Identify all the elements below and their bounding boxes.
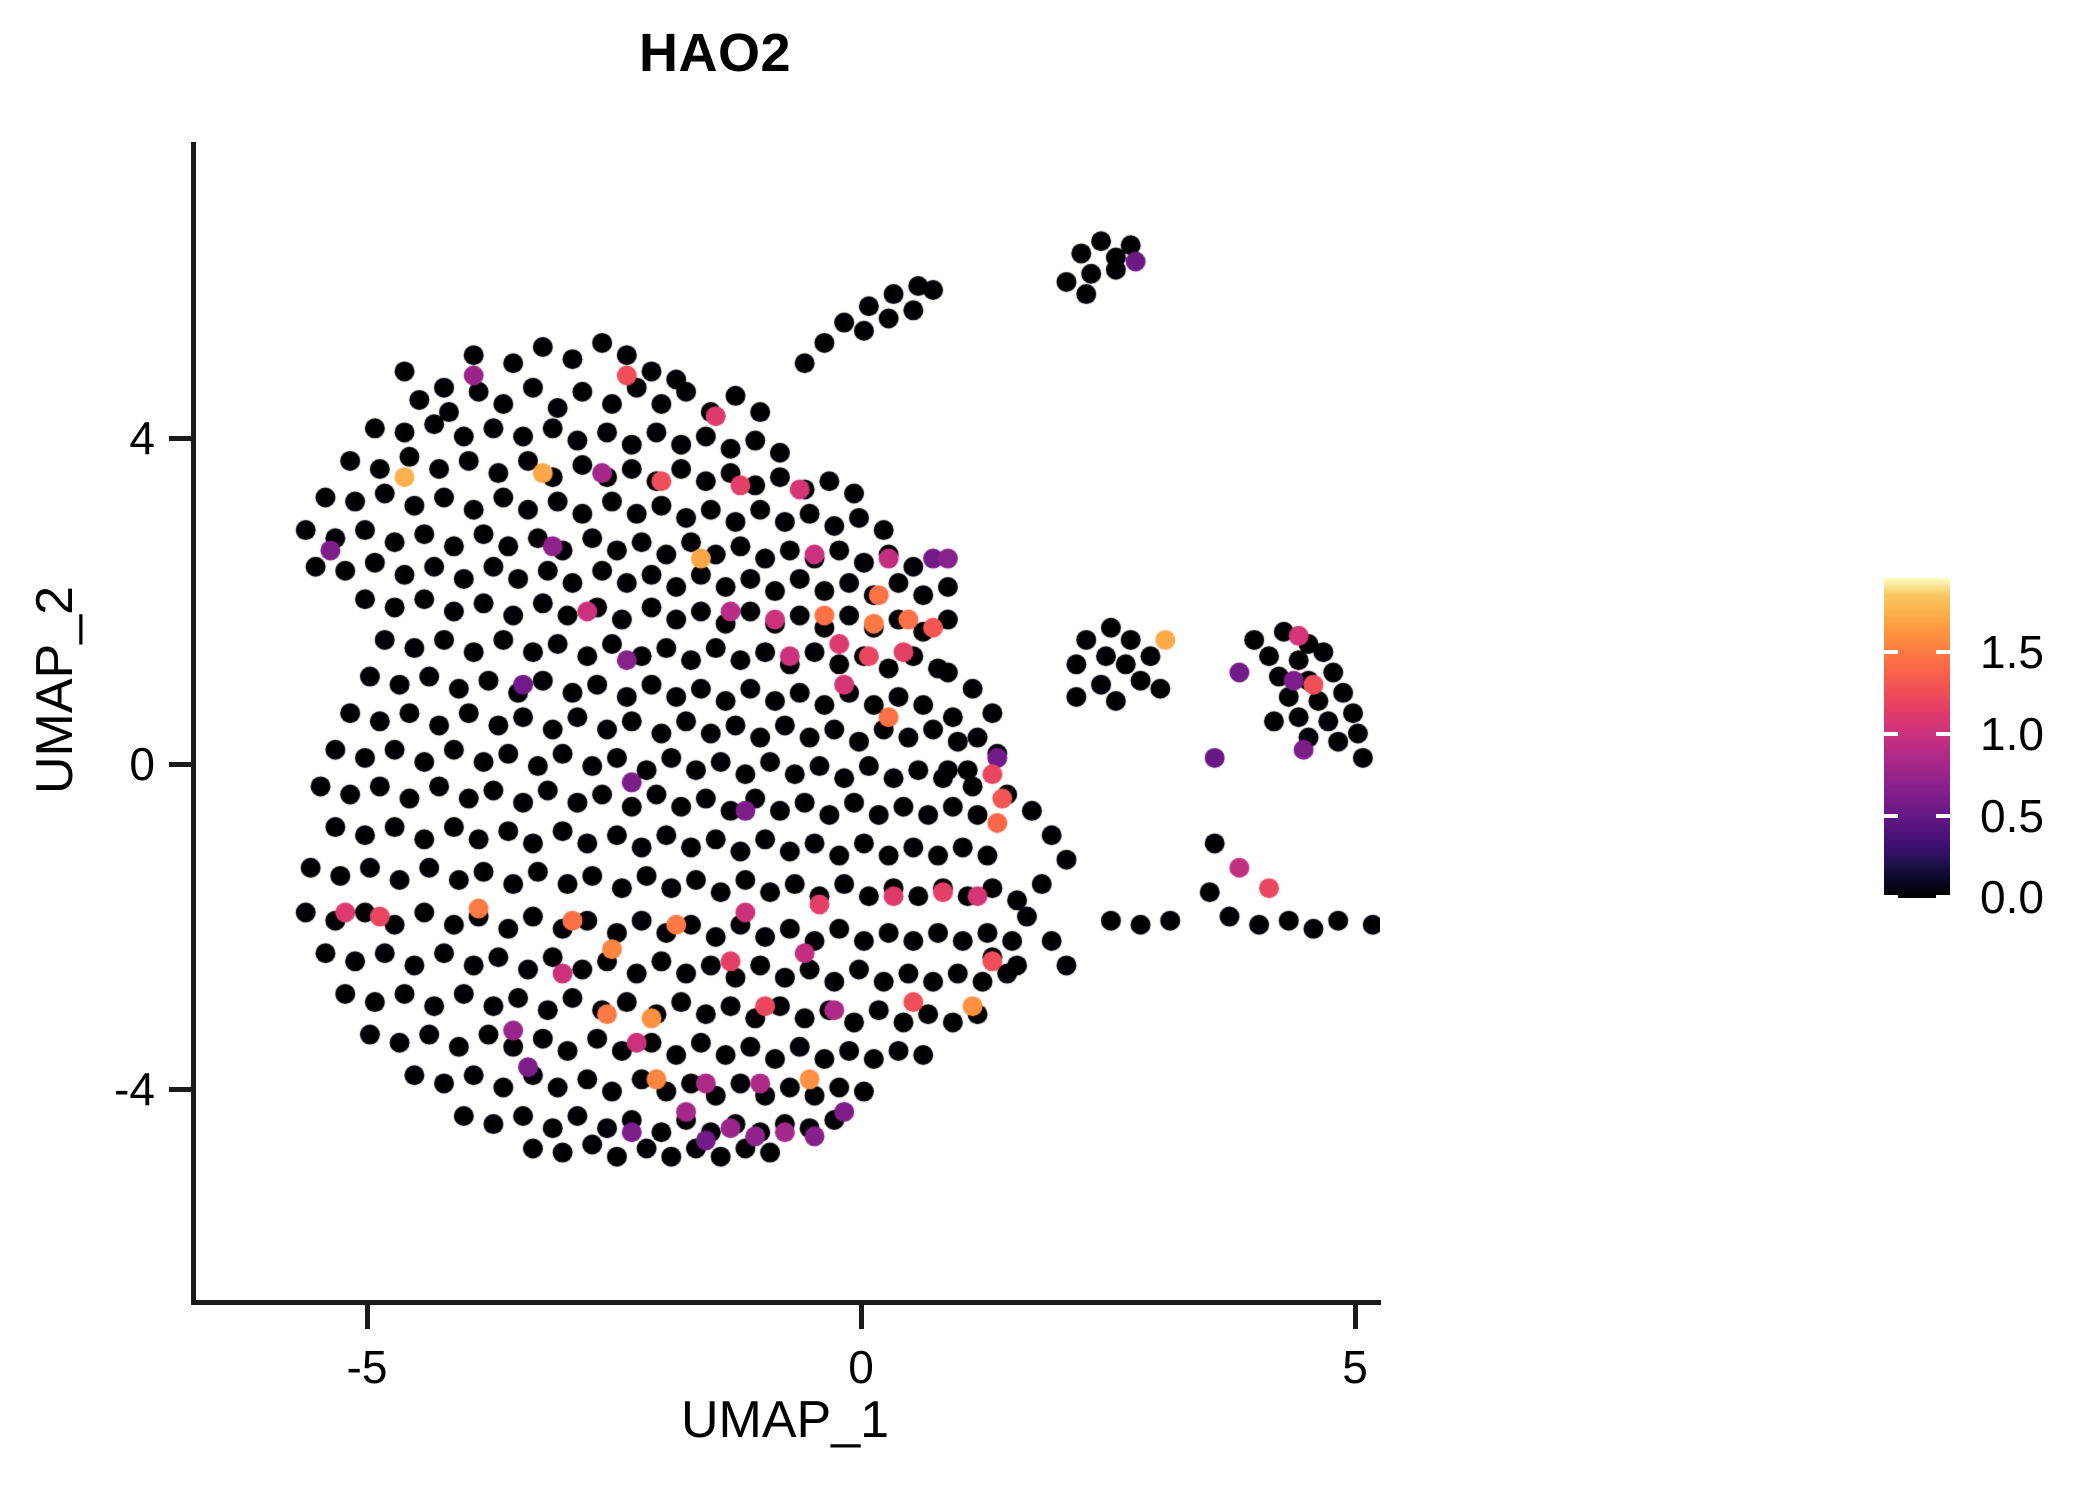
x-tick-mark-0 xyxy=(859,1305,864,1329)
colorbar-label-1-5: 1.5 xyxy=(1980,626,2044,678)
y-tick-mark-minus4 xyxy=(169,1087,193,1092)
x-axis-title: UMAP_1 xyxy=(680,1391,890,1449)
colorbar-tick-1-5-left xyxy=(1884,650,1898,654)
y-tick-label-4: 4 xyxy=(129,412,155,464)
colorbar-label-0-0: 0.0 xyxy=(1980,871,2044,923)
colorbar-tick-1-0-right xyxy=(1936,732,1950,736)
y-axis-title: UMAP_2 xyxy=(26,585,84,795)
colorbar-tick-1-0-left xyxy=(1884,732,1898,736)
y-tick-label-0: 0 xyxy=(129,738,155,790)
colorbar-tick-0-0-right xyxy=(1936,895,1950,899)
scatter-plot-canvas xyxy=(194,142,1380,1302)
x-tick-label-0: 0 xyxy=(848,1341,874,1393)
x-tick-label-5: 5 xyxy=(1342,1341,1368,1393)
colorbar-tick-1-5-right xyxy=(1936,650,1950,654)
y-tick-mark-0 xyxy=(169,762,193,767)
colorbar-tick-0-0-left xyxy=(1884,895,1898,899)
colorbar-tick-0-5-right xyxy=(1936,814,1950,818)
plot-panel xyxy=(194,142,1380,1302)
x-tick-label-minus5: -5 xyxy=(346,1341,388,1393)
y-tick-label-minus4: -4 xyxy=(114,1063,155,1115)
page-title: HAO2 xyxy=(638,23,792,83)
x-tick-mark-5 xyxy=(1353,1305,1358,1329)
y-tick-mark-4 xyxy=(169,436,193,441)
colorbar-label-0-5: 0.5 xyxy=(1980,790,2044,842)
colorbar-gradient xyxy=(1884,578,1950,898)
y-axis-line xyxy=(191,142,196,1304)
colorbar-label-1-0: 1.0 xyxy=(1980,708,2044,760)
colorbar-tick-0-5-left xyxy=(1884,814,1898,818)
x-tick-mark-minus5 xyxy=(365,1305,370,1329)
x-axis-line xyxy=(191,1300,1381,1305)
